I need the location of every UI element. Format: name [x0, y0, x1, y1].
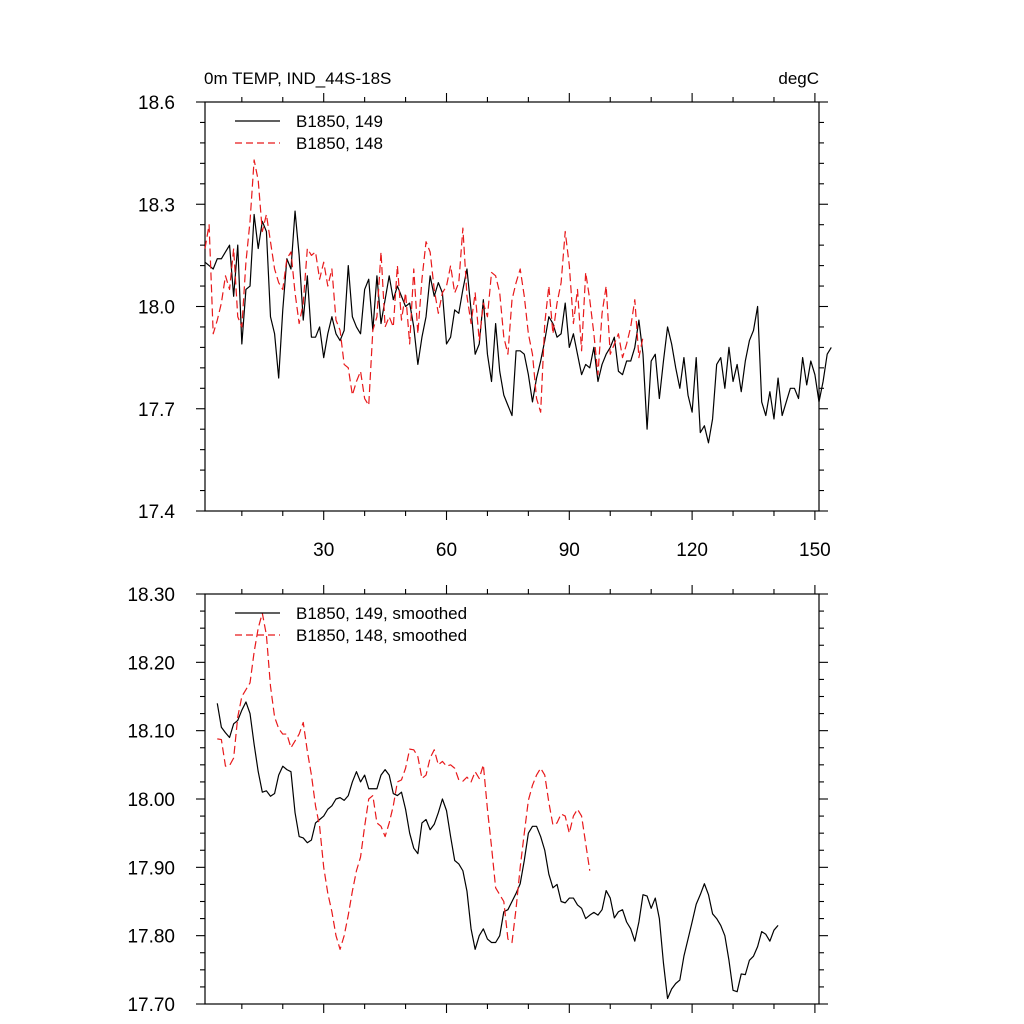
legend-label-series-148-smoothed: B1850, 148, smoothed — [296, 626, 467, 645]
y-tick-label: 17.7 — [138, 400, 175, 421]
y-tick-label: 17.80 — [127, 927, 175, 948]
units-label: degC — [778, 69, 819, 88]
x-tick-label: 150 — [799, 540, 831, 561]
legend-label-series-148: B1850, 148 — [296, 134, 383, 153]
y-tick-label: 18.30 — [127, 585, 175, 606]
top-series — [204, 159, 832, 444]
chart-title: 0m TEMP, IND_44S-18S — [204, 69, 391, 88]
x-tick-label: 90 — [559, 540, 580, 561]
legend-label-series-149: B1850, 149 — [296, 112, 383, 131]
y-tick-label: 17.4 — [138, 502, 175, 523]
y-tick-label: 18.3 — [138, 195, 175, 216]
y-tick-label: 18.20 — [127, 653, 175, 674]
top-panel: 0m TEMP, IND_44S-18S degC 30 60 90 120 150 17… — [138, 69, 832, 561]
series-line-b1850-149 — [204, 210, 832, 444]
y-tick-label: 18.6 — [138, 93, 175, 114]
y-tick-label: 17.70 — [127, 995, 175, 1016]
y-tick-label: 18.10 — [127, 722, 175, 743]
bottom-ticks: 17.70 17.80 17.90 18.00 18.10 18.20 18.30 — [127, 585, 828, 1016]
bottom-legend: B1850, 149, smoothed B1850, 148, smoothe… — [235, 604, 467, 645]
bottom-series — [216, 612, 779, 1000]
top-ticks: 30 60 90 120 150 17.4 17.7 18.0 18.3 18.6 — [138, 93, 831, 561]
series-line-b1850-148 — [204, 159, 644, 413]
legend-label-series-149-smoothed: B1850, 149, smoothed — [296, 604, 467, 623]
x-tick-label: 120 — [676, 540, 708, 561]
x-tick-label: 60 — [436, 540, 457, 561]
top-legend: B1850, 149 B1850, 148 — [235, 112, 383, 153]
series-line-b1850-149-smoothed — [216, 701, 779, 1000]
x-tick-label: 30 — [313, 540, 334, 561]
series-line-b1850-148-smoothed — [217, 612, 591, 950]
bottom-panel: 17.70 17.80 17.90 18.00 18.10 18.20 18.30 B185… — [127, 585, 828, 1016]
y-tick-label: 18.00 — [127, 790, 175, 811]
y-tick-label: 18.0 — [138, 298, 175, 319]
y-tick-label: 17.90 — [127, 858, 175, 879]
